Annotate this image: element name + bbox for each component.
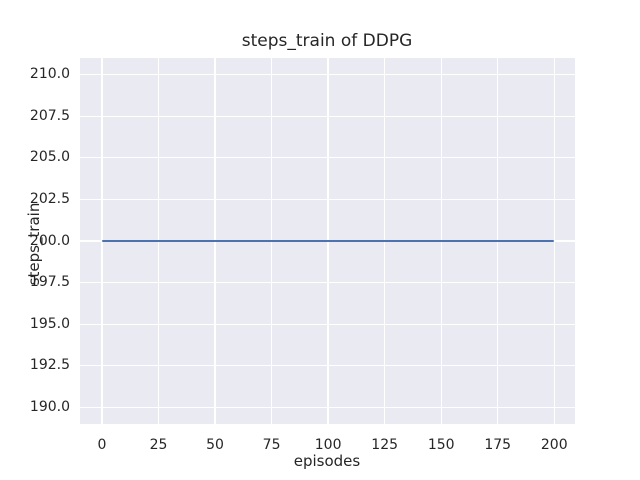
x-tick-label: 125 <box>371 437 399 453</box>
y-gridline <box>79 115 575 117</box>
x-tick-label: 75 <box>262 437 281 453</box>
y-tick-label: 202.5 <box>29 190 70 207</box>
y-gridline <box>79 198 575 201</box>
series-line-steps_train <box>102 239 555 243</box>
x-tick-label: 200 <box>540 437 568 453</box>
y-gridline <box>79 365 575 367</box>
chart-title: steps_train of DDPG <box>241 31 413 51</box>
x-tick-label: 50 <box>206 437 224 453</box>
y-tick-label: 197.5 <box>29 274 70 291</box>
y-gridline <box>79 406 575 408</box>
y-gridline <box>79 73 575 76</box>
x-tick-label: 150 <box>427 437 455 453</box>
plot-area <box>79 58 575 424</box>
x-axis-label: episodes <box>293 452 361 470</box>
y-tick-label: 200.0 <box>29 232 70 249</box>
y-tick-label: 192.5 <box>29 357 70 374</box>
y-gridline <box>79 323 575 325</box>
x-tick-label: 175 <box>484 437 512 453</box>
y-gridline <box>79 157 575 159</box>
y-tick-label: 207.5 <box>29 107 70 124</box>
y-tick-label: 190.0 <box>29 398 70 415</box>
y-tick-label: 195.0 <box>29 315 70 332</box>
x-tick-label: 25 <box>149 437 168 453</box>
x-tick-label: 100 <box>314 437 342 453</box>
y-gridline <box>79 281 575 284</box>
x-tick-label: 0 <box>97 437 107 453</box>
y-tick-label: 210.0 <box>29 66 70 83</box>
y-tick-label: 205.0 <box>29 149 70 166</box>
